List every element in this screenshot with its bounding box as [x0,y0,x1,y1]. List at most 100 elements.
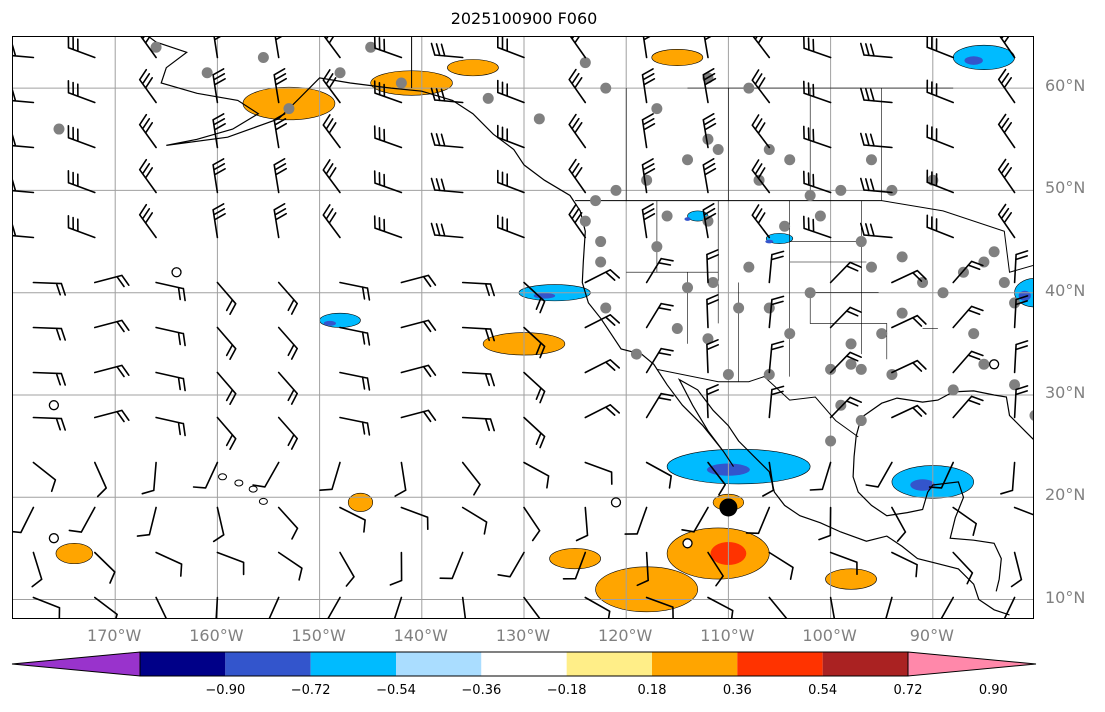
lon-tick-label: 160°W [189,626,244,645]
wind-barb [523,371,546,404]
station-dot [53,123,65,135]
wind-barb [751,114,771,149]
wind-barb [212,68,226,104]
station-dot [835,399,847,411]
wind-barb [216,281,237,315]
lon-tick-label: 130°W [495,626,551,645]
wind-barb [67,80,96,104]
wind-barb [1013,506,1033,516]
wind-barb [32,371,66,386]
wind-barb [562,551,587,580]
wind-barb [952,305,984,329]
wind-barb [523,596,541,618]
wind-barb [751,159,771,194]
wind-barb [277,371,298,405]
wind-barb [13,44,35,59]
wind-barb [952,551,974,585]
wind-barb [829,351,862,374]
positive-contour [651,48,704,66]
wind-barb [860,222,893,239]
colorbar-segment [566,652,652,676]
station-dot [533,113,545,125]
wind-barb [584,461,613,485]
wind-barb [584,404,620,419]
colorbar-segment [140,652,226,676]
lat-tick-label: 20°N [1045,485,1086,505]
wind-barb [216,326,237,360]
wind-barb [430,222,464,239]
wind-barb [339,506,366,533]
open-circle-marker [988,359,1000,370]
wind-barb [1013,385,1029,419]
lon-tick-label: 120°W [598,626,653,645]
wind-barb [926,169,954,194]
wind-barb [212,158,226,194]
wind-barb [277,416,298,450]
lon-tick-label: 90°W [909,626,954,645]
wind-barb [273,158,287,194]
map-panel[interactable] [12,36,1034,619]
strong-negative-contour [765,239,774,244]
wind-barb [885,596,893,618]
wind-barb [155,371,186,392]
wind-barb [1013,340,1029,374]
station-dot [1009,297,1021,309]
wind-barb [155,596,167,618]
us-canada-border [575,200,1033,273]
lat-tick-label: 10°N [1045,587,1086,607]
wind-barb [430,87,464,104]
wind-barb [860,87,893,104]
station-dot [743,261,755,273]
wind-barb [216,551,245,576]
wind-barb [707,551,724,587]
wind-barb [707,596,734,618]
wind-barb [523,326,546,359]
wind-barb [860,42,893,59]
wind-barb [752,37,771,59]
station-dot [201,67,213,79]
station-dot [804,287,816,299]
wind-barb [497,551,525,578]
lon-tick-label: 110°W [700,626,755,645]
state-border [809,292,887,324]
wind-barb [569,37,587,59]
wind-barb [461,281,495,297]
station-dot [845,358,857,370]
wind-barb [322,204,341,239]
wind-barb [31,551,43,588]
station-dot [651,241,663,253]
wind-barb [829,396,862,419]
station-dot [283,103,295,115]
open-circle-marker [48,533,60,544]
wind-barb [768,551,794,580]
wind-barb [523,461,550,489]
colorbar-segment [310,652,396,676]
map-canvas[interactable] [13,37,1034,619]
wind-barb [13,89,35,104]
lon-tick-label: 100°W [802,626,857,645]
wind-barb [702,68,717,104]
wind-barb [497,124,525,149]
storm-center-marker [719,498,738,517]
wind-barb [273,113,287,149]
wind-barb [94,409,130,423]
wind-barb [430,132,464,149]
negative-contour [952,44,1015,71]
wind-barb [389,551,403,586]
wind-barb [952,395,984,419]
island [218,473,228,481]
wind-barb [339,326,371,346]
wind-barb [803,215,832,239]
wind-barb [497,214,525,239]
wind-barb [461,326,495,342]
gulf-coastline [852,390,1033,592]
wind-barb [94,319,130,333]
wind-barb [645,257,674,284]
wind-barb [373,125,403,149]
station-dot [779,220,791,232]
wind-barb [497,169,525,194]
wind-barb [706,249,719,284]
wind-barb [323,37,341,59]
station-dot [865,154,877,166]
strong-negative-contour [964,56,983,65]
